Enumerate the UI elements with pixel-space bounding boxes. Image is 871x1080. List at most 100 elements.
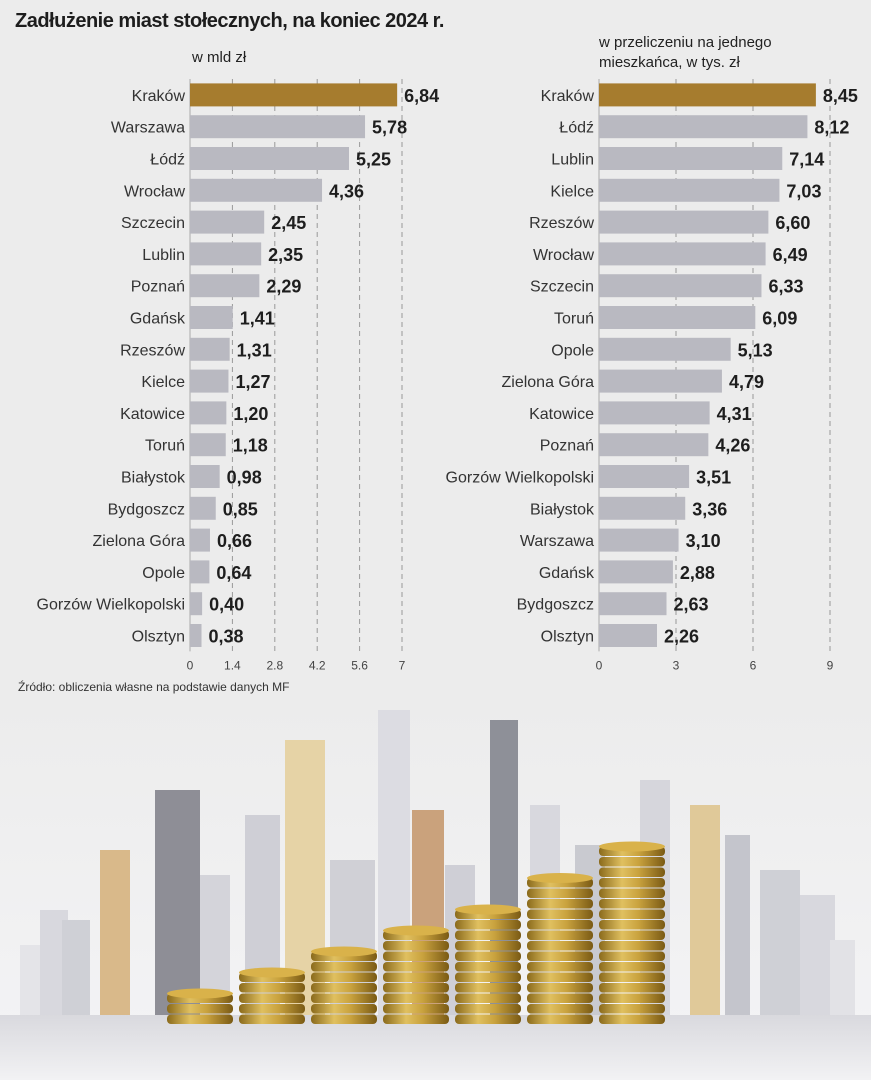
bar (599, 433, 709, 457)
value-label: 8,45 (823, 86, 858, 106)
value-label: 0,64 (216, 563, 251, 583)
tick-label: 9 (827, 658, 834, 672)
bar (599, 210, 769, 234)
value-label: 1,27 (235, 372, 270, 392)
bar (599, 624, 658, 647)
coin (599, 972, 665, 982)
category-label: Kraków (541, 88, 595, 105)
coin (311, 1014, 377, 1024)
coin (599, 1004, 665, 1014)
tick-label: 7 (399, 658, 406, 672)
coin (599, 878, 665, 888)
tick-label: 0 (187, 658, 194, 672)
category-label: Wrocław (124, 183, 185, 200)
coin (239, 983, 305, 993)
right-chart-unit-label: w przeliczeniu na jednego mieszkańca, w … (599, 33, 772, 73)
value-label: 0,38 (209, 627, 244, 647)
value-label: 1,31 (237, 340, 272, 360)
category-label: Szczecin (530, 279, 594, 296)
coin (455, 951, 521, 961)
value-label: 0,66 (217, 531, 252, 551)
building (800, 895, 835, 1025)
category-label: Opole (551, 342, 594, 359)
value-label: 5,78 (372, 118, 407, 138)
value-label: 6,60 (775, 213, 810, 233)
value-label: 0,85 (223, 499, 258, 519)
category-label: Warszawa (111, 120, 185, 137)
coin (311, 993, 377, 1003)
category-label: Gdańsk (539, 565, 595, 582)
coin-top (455, 904, 521, 915)
bar (190, 274, 260, 298)
value-label: 2,45 (271, 213, 306, 233)
category-label: Białystok (530, 501, 595, 518)
coin (239, 1014, 305, 1024)
bar (190, 401, 227, 425)
bar (599, 178, 780, 202)
building (725, 835, 750, 1025)
coin (527, 909, 593, 919)
bar (599, 592, 667, 616)
value-label: 7,14 (789, 150, 824, 170)
value-label: 2,63 (674, 595, 709, 615)
bar (190, 592, 203, 616)
building (155, 790, 200, 1025)
coin (383, 1014, 449, 1024)
value-label: 6,49 (773, 245, 808, 265)
coin (527, 899, 593, 909)
bar (190, 433, 226, 457)
coin (455, 972, 521, 982)
category-label: Toruń (145, 438, 185, 455)
reflective-floor (0, 1015, 871, 1080)
right-unit-line2: mieszkańca, w tys. zł (599, 54, 740, 71)
tick-label: 6 (750, 658, 757, 672)
coin (383, 1004, 449, 1014)
value-label: 3,51 (696, 468, 731, 488)
coin (527, 888, 593, 898)
bar (190, 83, 398, 107)
value-label: 4,36 (329, 181, 364, 201)
value-label: 7,03 (786, 181, 821, 201)
coin (527, 983, 593, 993)
tick-label: 2.8 (266, 658, 283, 672)
chart-total-debt: 0 1.4 2.8 4.2 5.6 7 Kraków 6,84 Warszawa 5,78 Łódź… (37, 79, 439, 672)
coin (383, 972, 449, 982)
category-label: Szczecin (121, 215, 185, 232)
category-label: Poznań (131, 279, 185, 296)
bar (599, 465, 690, 488)
category-label: Olsztyn (132, 629, 185, 646)
value-label: 2,88 (680, 563, 715, 583)
category-label: Białystok (121, 470, 186, 487)
coin (383, 941, 449, 951)
tick-label: 0 (596, 658, 603, 672)
category-label: Warszawa (520, 533, 594, 550)
chart-debt-per-capita: 0 3 6 9 Kraków 8,45 Łódź 8,12 Lublin 7,14 Kielce 7,… (446, 79, 858, 672)
bar (190, 147, 349, 170)
coin (383, 993, 449, 1003)
coin (527, 930, 593, 940)
category-label: Łódź (559, 120, 594, 137)
bar (190, 624, 202, 647)
building (830, 940, 855, 1025)
category-label: Poznań (540, 438, 594, 455)
coin (599, 920, 665, 930)
bar (599, 401, 710, 425)
coin (311, 972, 377, 982)
coin (527, 941, 593, 951)
coin-top (599, 841, 665, 852)
coin (599, 1014, 665, 1024)
source-note: Źródło: obliczenia własne na podstawie d… (18, 680, 290, 694)
category-label: Rzeszów (529, 215, 594, 232)
building (100, 850, 130, 1025)
coin (599, 909, 665, 919)
coin (167, 1014, 233, 1024)
bar (599, 83, 816, 107)
coin (167, 1004, 233, 1014)
coin (599, 941, 665, 951)
bar (599, 528, 679, 552)
coin (599, 962, 665, 972)
value-label: 2,35 (268, 245, 303, 265)
coin (455, 962, 521, 972)
coin (527, 920, 593, 930)
coin (311, 1004, 377, 1014)
